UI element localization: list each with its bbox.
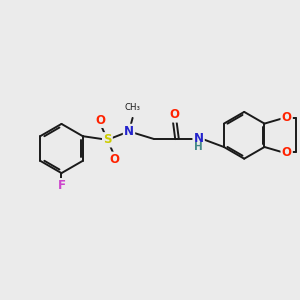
Text: CH₃: CH₃ <box>124 103 141 112</box>
Text: O: O <box>282 111 292 124</box>
Text: S: S <box>103 133 112 146</box>
Text: O: O <box>282 146 292 160</box>
Text: F: F <box>58 179 65 192</box>
Text: O: O <box>96 114 106 127</box>
Text: O: O <box>109 153 119 166</box>
Text: N: N <box>124 125 134 138</box>
Text: O: O <box>169 108 180 122</box>
Text: N: N <box>194 132 204 146</box>
Text: H: H <box>194 142 203 152</box>
